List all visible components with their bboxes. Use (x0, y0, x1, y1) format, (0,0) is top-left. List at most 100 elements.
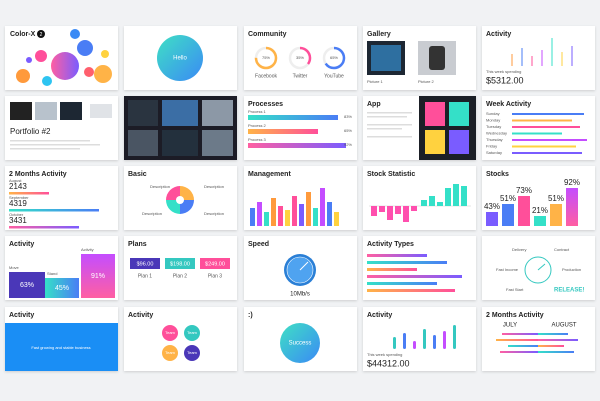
decor-rect (534, 216, 546, 226)
block-value: 63% (20, 282, 34, 289)
title: Speed (248, 241, 269, 248)
month: September (9, 195, 29, 200)
process-value: 92% (344, 142, 352, 147)
decor-circle (70, 29, 80, 39)
slide: Community 75% 35% 65% Facebook Twitter Y… (244, 26, 357, 90)
price: $96.00 (137, 261, 154, 267)
decor-circle (280, 323, 320, 363)
team: Team (187, 350, 197, 355)
decor-rect (482, 236, 595, 300)
title: Activity (367, 312, 392, 319)
day: Saturday (486, 150, 502, 155)
title: Processes (248, 101, 283, 108)
decor-rect (202, 100, 233, 126)
description: Description (204, 211, 224, 216)
decor-rect (313, 208, 318, 226)
decor-rect (512, 145, 576, 148)
month-value: 4319 (9, 199, 27, 208)
decor-rect (9, 209, 99, 212)
decor-rect (334, 212, 339, 226)
decor-rect (496, 339, 538, 341)
amount: $44312.00 (367, 358, 410, 368)
decor-path (180, 186, 194, 200)
decor-rect (9, 272, 45, 298)
title: Gallery (367, 31, 391, 38)
slide: Gallery Picture 1 Picture 2 (363, 26, 476, 90)
decor-rect (486, 212, 498, 226)
decor-circle (162, 325, 178, 341)
decor-rect (512, 119, 572, 122)
decor-rect (124, 307, 237, 371)
diagram-label: Fast Start (506, 287, 524, 292)
title: Portfolio #2 (10, 127, 51, 136)
decor-circle (16, 69, 30, 83)
decor-rect (292, 196, 297, 226)
decor-rect (278, 206, 283, 226)
caption: Picture 1 (367, 79, 384, 84)
decor-line (299, 261, 309, 271)
decor-rect (550, 204, 562, 226)
block-value: 91% (91, 273, 105, 280)
decor-rect (367, 254, 427, 257)
decor-rect (445, 188, 451, 206)
team: Team (165, 330, 175, 335)
decor-circle (157, 35, 203, 81)
decor-rect (165, 258, 195, 269)
diagram-label: Production (562, 267, 581, 272)
decor-rect (367, 116, 407, 118)
decor-rect (423, 329, 426, 349)
decor-rect (502, 333, 538, 335)
decor-rect (425, 130, 445, 154)
decor-circle (184, 345, 200, 361)
stock-label: 92% (564, 178, 580, 187)
slide: Activity This week spending $44312.00 (363, 307, 476, 371)
decor-rect (250, 208, 255, 226)
title: Plans (128, 241, 147, 248)
decor-circle (84, 67, 94, 77)
decor-circle (288, 46, 312, 70)
decor-rect (512, 126, 580, 128)
caption: This week spending (367, 352, 402, 357)
slide: Delivery Contract Fast Income Production… (482, 236, 595, 300)
decor-circle (254, 46, 278, 70)
slide (124, 96, 237, 160)
month: JULY (503, 323, 517, 329)
block-value: 45% (55, 285, 69, 292)
decor-rect (202, 130, 233, 156)
badge: 2 (40, 32, 43, 38)
diagram-label: Fast Income (496, 267, 519, 272)
process-value: 83% (344, 114, 352, 119)
title: Color-X (10, 31, 36, 38)
decor-rect (81, 254, 115, 298)
decor-rect (453, 325, 456, 349)
decor-rect (299, 204, 304, 226)
amount: $5312.00 (486, 75, 524, 85)
block-label: Stand (47, 271, 57, 276)
day: Thursday (486, 137, 503, 142)
slide: Speed 10Mb/s (244, 236, 357, 300)
decor-rect (257, 202, 262, 226)
day: Wednesday (486, 131, 507, 136)
month-value: 3431 (9, 216, 27, 225)
caption: This week spending (486, 69, 521, 74)
decor-circle (184, 325, 200, 341)
decor-circle (77, 40, 93, 56)
slide: App (363, 96, 476, 160)
decor-circle (322, 46, 346, 70)
slide: 2 Months Activity JULY AUGUST (482, 307, 595, 371)
title: :) (248, 312, 253, 319)
slide: Color-X 2 (5, 26, 118, 90)
decor-rect (371, 45, 401, 71)
title: Management (248, 171, 291, 178)
plan: Plan 3 (208, 273, 222, 279)
plan: Plan 1 (138, 273, 152, 279)
decor-rect (512, 152, 582, 154)
decor-rect (367, 128, 402, 130)
decor-rect (371, 206, 377, 216)
decor-rect (367, 275, 462, 278)
decor-rect (367, 136, 412, 138)
slide: Activity Types (363, 236, 476, 300)
decor-rect (538, 333, 568, 335)
decor-circle (37, 30, 45, 38)
decor-rect (248, 143, 346, 148)
